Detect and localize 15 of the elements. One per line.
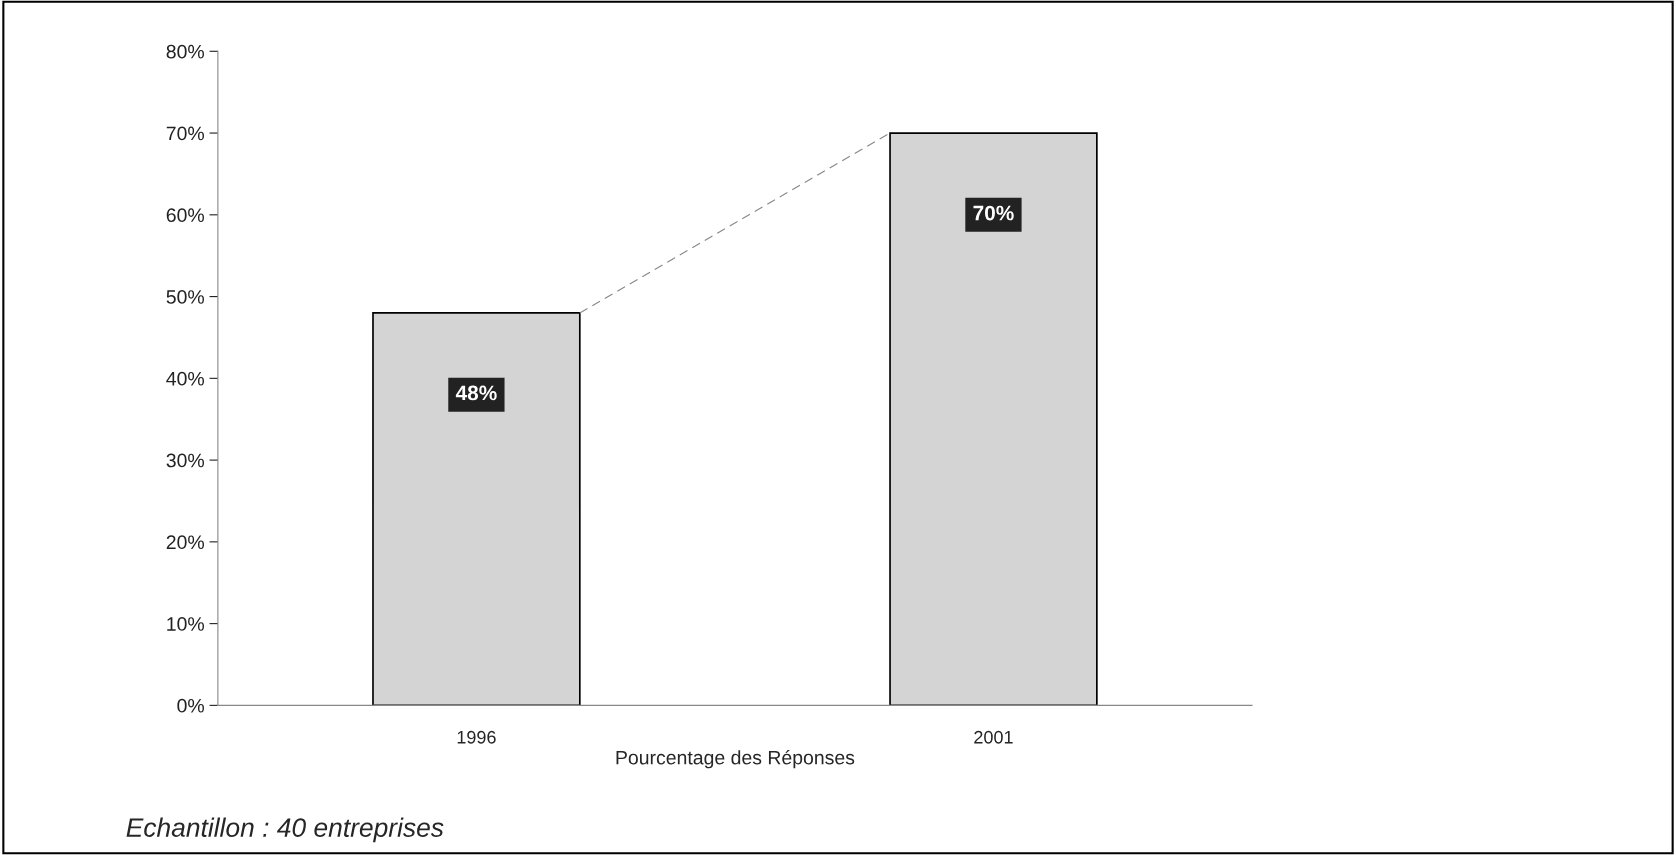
y-tick-label: 0% <box>177 698 204 713</box>
y-tick-label: 80% <box>166 44 204 59</box>
data-label: 48% <box>455 385 497 401</box>
text: Echantillon : 40 entreprises <box>126 817 444 843</box>
y-tick-label: 30% <box>166 453 204 468</box>
x-tick-label: 2001 <box>974 730 1013 744</box>
y-tick-label: 10% <box>167 617 204 631</box>
y-tick-label: 40% <box>166 371 204 386</box>
x-axis-title: Pourcentage des Réponses <box>616 749 855 769</box>
data-label: 70% <box>973 205 1014 221</box>
x-tick-label: 1996 <box>457 730 496 744</box>
y-tick-label: 70% <box>166 126 204 141</box>
y-tick-label: 60% <box>166 208 204 223</box>
y-tick-label: 20% <box>166 535 204 550</box>
y-tick-label: 50% <box>166 290 204 304</box>
